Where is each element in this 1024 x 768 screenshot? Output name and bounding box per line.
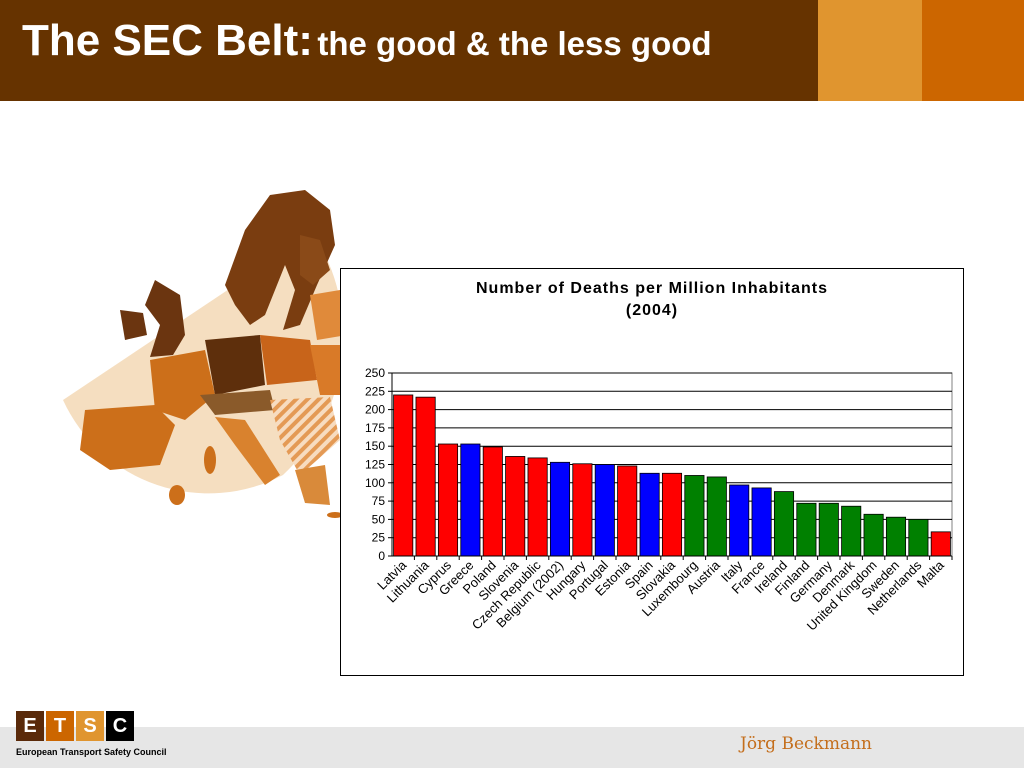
y-tick-label: 175	[365, 421, 385, 435]
bar-slovenia	[505, 456, 526, 557]
bar-hungary	[572, 463, 593, 557]
bar-greece	[460, 443, 481, 557]
bar-poland	[482, 446, 503, 557]
y-tick-label: 0	[378, 549, 385, 563]
accent-block-light	[818, 0, 922, 101]
accent-block-dark	[922, 0, 1024, 101]
y-tick-label: 75	[372, 494, 386, 508]
bar-austria	[706, 476, 727, 557]
y-tick-label: 25	[372, 531, 386, 545]
bar-slovakia	[661, 472, 683, 557]
bar-united-kingdom	[863, 513, 884, 557]
chart-title-block: Number of Deaths per Million Inhabitants…	[340, 278, 964, 322]
bar-belgium-2002-	[549, 461, 571, 557]
y-tick-label: 225	[365, 384, 385, 398]
bar-spain	[639, 472, 660, 557]
bar-italy	[729, 484, 750, 557]
etsc-logo: E T S C European Transport Safety Counci…	[16, 711, 167, 761]
bar-ireland	[773, 491, 795, 557]
title-banner	[0, 0, 818, 101]
slide-title-sub: the good & the less good	[317, 25, 712, 62]
logo-letter-s: S	[76, 711, 104, 741]
bar-netherlands	[908, 518, 929, 557]
bar-finland	[796, 502, 817, 557]
chart-title: Number of Deaths per Million Inhabitants	[475, 280, 829, 297]
author-name: Jörg Beckmann	[740, 734, 872, 754]
logo-letter-e: E	[16, 711, 44, 741]
bar-sweden	[885, 516, 907, 557]
logo-letter-t: T	[46, 711, 74, 741]
bar-estonia	[617, 465, 638, 557]
bar-czech-republic	[527, 457, 548, 557]
logo-letter-c: C	[106, 711, 134, 741]
europe-map-icon	[63, 190, 360, 518]
chart-subtitle: (2004)	[625, 302, 679, 319]
bar-chart: 0255075100125150175200225250LatviaLithua…	[365, 366, 953, 634]
bar-latvia	[393, 394, 414, 557]
bar-lithuania	[415, 396, 436, 557]
y-tick-label: 125	[365, 458, 385, 472]
logo-caption: European Transport Safety Council	[16, 747, 167, 757]
bar-luxembourg	[684, 475, 705, 557]
bar-portugal	[594, 464, 615, 557]
bar-france	[751, 487, 772, 557]
y-tick-label: 150	[365, 439, 385, 453]
bar-denmark	[841, 505, 862, 557]
footer-bar	[0, 727, 1024, 768]
y-tick-label: 200	[365, 403, 385, 417]
slide-title: The SEC Belt: the good & the less good	[22, 16, 712, 66]
bar-malta	[930, 531, 951, 557]
y-tick-label: 50	[372, 512, 386, 526]
x-tick-label: Malta	[914, 557, 948, 591]
y-tick-label: 100	[365, 476, 385, 490]
slide-title-main: The SEC Belt:	[22, 16, 313, 65]
bar-cyprus	[437, 443, 459, 557]
y-tick-label: 250	[365, 366, 385, 380]
bar-germany	[818, 502, 839, 557]
